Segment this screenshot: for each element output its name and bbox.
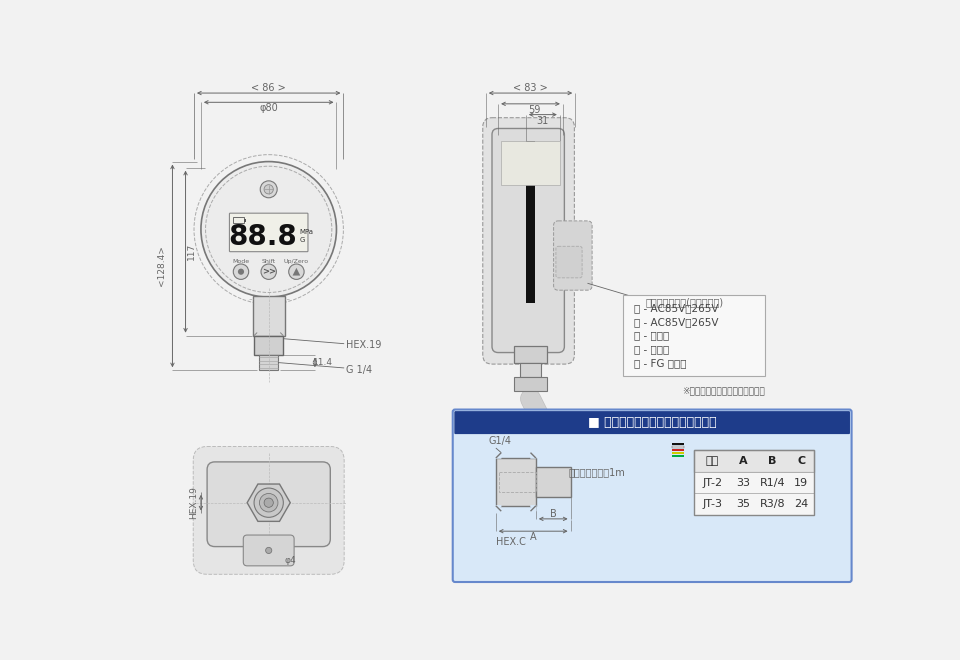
FancyBboxPatch shape [496, 458, 536, 506]
Text: >>: >> [262, 267, 276, 276]
Text: A: A [530, 533, 537, 543]
Text: φ4: φ4 [284, 556, 296, 565]
Polygon shape [531, 453, 536, 458]
Bar [623, 295, 765, 376]
Bar [526, 141, 535, 302]
Text: 黒 - AC85V～265V: 黒 - AC85V～265V [635, 303, 719, 313]
Text: <128.4>: <128.4> [157, 246, 166, 286]
Bar [672, 452, 684, 454]
FancyBboxPatch shape [259, 355, 278, 370]
Text: 35: 35 [736, 499, 751, 510]
Bar [244, 218, 247, 222]
FancyBboxPatch shape [453, 409, 852, 582]
FancyBboxPatch shape [514, 378, 547, 391]
FancyBboxPatch shape [554, 221, 592, 290]
Text: 88.8: 88.8 [228, 223, 297, 251]
FancyBboxPatch shape [492, 129, 564, 352]
Text: 59: 59 [528, 105, 540, 115]
FancyBboxPatch shape [483, 117, 574, 364]
FancyBboxPatch shape [252, 296, 285, 335]
FancyBboxPatch shape [515, 346, 546, 363]
Polygon shape [496, 453, 501, 458]
Bar [694, 494, 814, 515]
Text: JT-3: JT-3 [702, 499, 722, 510]
Text: ケーブル長：約1m: ケーブル長：約1m [569, 467, 626, 477]
Text: 赤 - リレー: 赤 - リレー [635, 331, 670, 341]
Bar [233, 217, 244, 223]
Text: Mode: Mode [232, 259, 250, 264]
FancyBboxPatch shape [519, 363, 541, 378]
Bar [501, 141, 560, 185]
Text: R3/8: R3/8 [759, 499, 785, 510]
Circle shape [259, 494, 278, 512]
FancyBboxPatch shape [536, 467, 570, 496]
Text: G: G [300, 237, 305, 243]
Text: < 86 >: < 86 > [252, 83, 286, 94]
Text: R1/4: R1/4 [759, 478, 785, 488]
Text: 黄 - リレー: 黄 - リレー [635, 345, 670, 354]
Text: G1/4: G1/4 [488, 436, 511, 446]
Circle shape [264, 185, 274, 194]
Text: C: C [797, 456, 805, 466]
Text: G 1/4: G 1/4 [346, 365, 372, 376]
FancyBboxPatch shape [254, 335, 283, 355]
Text: B: B [768, 456, 777, 466]
Text: HEX.C: HEX.C [496, 537, 526, 547]
Text: HEX.19: HEX.19 [346, 341, 381, 350]
Circle shape [266, 547, 272, 554]
Text: ※アースは必ず接続して下さい。: ※アースは必ず接続して下さい。 [683, 387, 765, 395]
Text: Up/Zero: Up/Zero [284, 259, 309, 264]
Bar [672, 446, 684, 448]
FancyBboxPatch shape [556, 246, 582, 278]
Text: 11.4: 11.4 [313, 358, 332, 367]
Text: A: A [739, 456, 748, 466]
Bar [672, 455, 684, 457]
Bar [672, 449, 684, 451]
Circle shape [261, 264, 276, 279]
Circle shape [238, 269, 244, 275]
Circle shape [233, 264, 249, 279]
Text: 117: 117 [187, 243, 196, 260]
Text: 19: 19 [794, 478, 808, 488]
Polygon shape [496, 506, 501, 511]
FancyBboxPatch shape [193, 446, 344, 574]
Text: ■ 接続ねじ変換継手（オプション）: ■ 接続ねじ変換継手（オプション） [588, 416, 716, 429]
Text: MPa: MPa [300, 230, 314, 236]
Circle shape [264, 498, 274, 508]
Text: B: B [550, 510, 557, 519]
Text: 24: 24 [794, 499, 808, 510]
Text: 33: 33 [736, 478, 751, 488]
Text: HEX.19: HEX.19 [189, 486, 198, 519]
Text: 型式: 型式 [706, 456, 719, 466]
Text: シリコンカバー(オプション): シリコンカバー(オプション) [646, 298, 724, 308]
Polygon shape [531, 506, 536, 511]
Text: φ80: φ80 [259, 103, 278, 113]
FancyBboxPatch shape [229, 213, 308, 251]
Text: 緑 - FG アース: 緑 - FG アース [635, 358, 687, 368]
Circle shape [260, 181, 277, 198]
Bar [694, 450, 814, 515]
FancyBboxPatch shape [455, 412, 850, 434]
Bar [672, 443, 684, 445]
Circle shape [289, 264, 304, 279]
Text: Shift: Shift [262, 259, 276, 264]
FancyBboxPatch shape [243, 535, 294, 566]
Text: < 83 >: < 83 > [514, 82, 548, 92]
Circle shape [254, 488, 283, 517]
Circle shape [201, 162, 336, 297]
Text: JT-2: JT-2 [702, 478, 722, 488]
Polygon shape [293, 268, 300, 276]
Text: 白 - AC85V～265V: 白 - AC85V～265V [635, 317, 719, 327]
Text: 31: 31 [537, 115, 549, 126]
Bar [694, 450, 814, 472]
Bar [694, 472, 814, 494]
FancyBboxPatch shape [207, 462, 330, 546]
